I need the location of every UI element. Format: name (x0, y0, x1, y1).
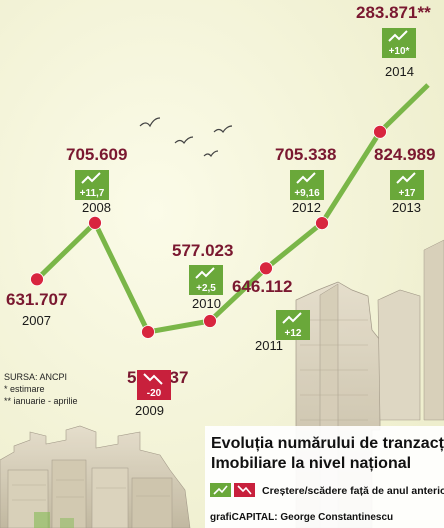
series-polyline (35, 83, 430, 335)
value-label-2011: 646.112 (232, 277, 293, 296)
data-point-2010 (203, 314, 217, 328)
year-label-2012: 2012 (292, 200, 321, 215)
year-label-2010: 2010 (192, 296, 221, 311)
value-label-2014: 283.871** (356, 3, 431, 22)
change-badge-2009: -20 (137, 370, 171, 400)
change-badge-2010: +2,5 (189, 265, 223, 295)
change-badge-2012: +9,16 (290, 170, 324, 200)
data-point-2012 (315, 216, 329, 231)
data-point-2007 (30, 272, 44, 287)
data-point-2013 (373, 124, 387, 139)
chart-title: Evoluția numărului de tranzacții (211, 435, 444, 452)
value-label-2013: 824.989 (374, 145, 435, 164)
change-value-2012: +9,16 (294, 188, 320, 199)
change-value-2013: +17 (399, 188, 416, 199)
birds-decoration (139, 117, 233, 158)
year-label-2007: 2007 (22, 313, 51, 328)
value-label-2010: 577.023 (172, 241, 233, 260)
series-labels: 631.7072007705.6092008+11,7562.6372009-2… (6, 3, 435, 418)
value-label-2012: 705.338 (275, 145, 336, 164)
legend-label: Creștere/scădere față de anul anterior (262, 485, 444, 497)
year-label-2014: 2014 (385, 64, 414, 79)
year-label-2013: 2013 (392, 200, 421, 215)
change-badge-2008: +11,7 (75, 170, 109, 200)
year-label-2009: 2009 (135, 403, 164, 418)
chart-credit: grafiCAPITAL: George Constantinescu (210, 512, 393, 523)
value-label-2008: 705.609 (66, 145, 127, 164)
source-line: SURSA: ANCPI (4, 372, 67, 382)
title-box: Evoluția numărului de tranzacții Imobili… (205, 426, 444, 528)
data-point-2009 (141, 325, 155, 339)
chart-subtitle: Imobiliare la nivel național (211, 455, 411, 472)
change-value-2008: +11,7 (80, 188, 105, 199)
source-notes: SURSA: ANCPI * estimare ** ianuarie - ap… (4, 372, 78, 406)
estimate-note: * estimare (4, 384, 45, 394)
data-point-2011 (259, 261, 273, 276)
change-value-2009: -20 (147, 388, 162, 399)
series-line (35, 83, 430, 335)
legend-up-badge (210, 483, 231, 497)
change-badge-2014: +10* (382, 28, 416, 58)
value-label-2007: 631.707 (6, 290, 67, 309)
year-label-2011: 2011 (255, 338, 283, 353)
change-badge-2013: +17 (390, 170, 424, 200)
data-point-2008 (88, 216, 102, 230)
legend-down-badge (234, 483, 255, 497)
legend: Creștere/scădere față de anul anterior (210, 483, 444, 497)
change-value-2010: +2,5 (196, 283, 216, 294)
series-points (30, 124, 387, 339)
change-badge-2011: +12 (276, 310, 310, 340)
change-value-2014: +10* (389, 46, 410, 57)
period-note: ** ianuarie - aprilie (4, 396, 78, 406)
change-value-2011: +12 (285, 328, 302, 339)
year-label-2008: 2008 (82, 200, 111, 215)
